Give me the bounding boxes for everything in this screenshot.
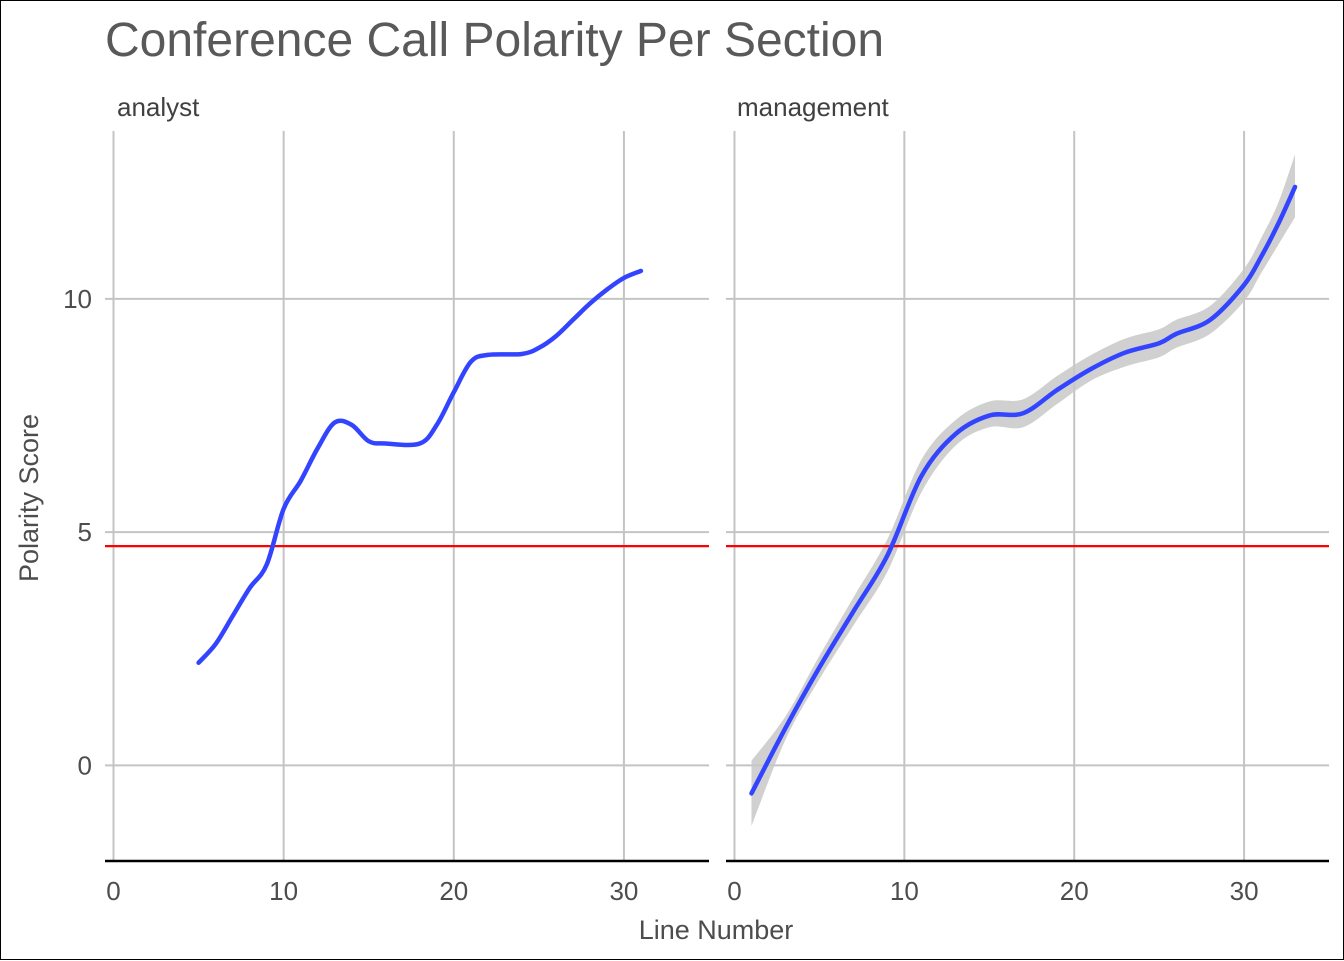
confidence-band-management xyxy=(751,154,1296,827)
chart-title: Conference Call Polarity Per Section xyxy=(105,14,884,67)
y-tick-labels: 0 5 10 xyxy=(63,284,92,780)
y-tick-label-5: 5 xyxy=(78,517,92,547)
x-tick-label-analyst-30: 30 xyxy=(609,876,638,906)
y-tick-label-0: 0 xyxy=(78,750,92,780)
facet-label-management: management xyxy=(737,92,890,122)
confidence-band-management xyxy=(751,154,1296,827)
x-tick-labels-management: 0 10 20 30 xyxy=(727,876,1258,906)
series-line-management xyxy=(749,184,1298,796)
y-tick-label-10: 10 xyxy=(63,284,92,314)
panel-analyst: analyst 0 10 20 30 xyxy=(105,92,709,906)
series-line-analyst xyxy=(196,268,644,666)
x-axis-title: Line Number xyxy=(639,915,794,945)
panel-grid-management xyxy=(726,131,1329,861)
series-line-analyst xyxy=(196,268,644,666)
panel-management: management 0 10 20 30 xyxy=(726,92,1329,906)
facet-label-analyst: analyst xyxy=(117,92,200,122)
x-tick-label-management-20: 20 xyxy=(1060,876,1089,906)
x-tick-label-analyst-20: 20 xyxy=(439,876,468,906)
panel-grid-analyst xyxy=(105,131,709,861)
x-tick-label-management-0: 0 xyxy=(727,876,741,906)
x-tick-label-analyst-0: 0 xyxy=(106,876,120,906)
series-line-management xyxy=(749,184,1298,796)
x-tick-label-analyst-10: 10 xyxy=(269,876,298,906)
x-tick-labels-analyst: 0 10 20 30 xyxy=(106,876,638,906)
x-tick-label-management-30: 30 xyxy=(1230,876,1259,906)
y-axis-title: Polarity Score xyxy=(14,414,44,582)
x-tick-label-management-10: 10 xyxy=(890,876,919,906)
